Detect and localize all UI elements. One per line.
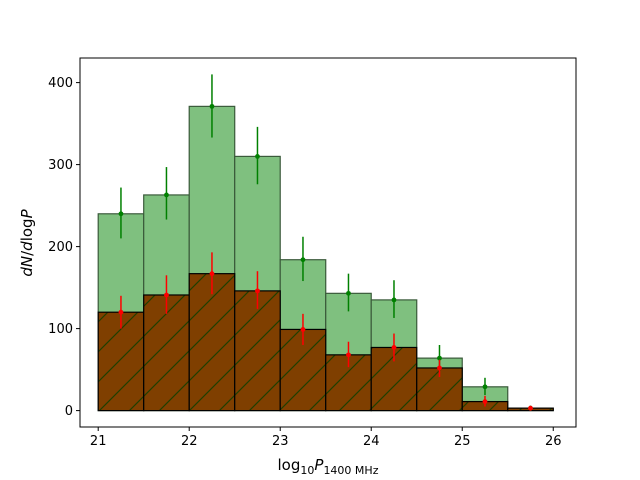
subset-point	[164, 292, 169, 298]
total-point	[482, 384, 488, 390]
x-tick-label: 21	[90, 434, 107, 449]
y-axis-label-log: log	[18, 218, 36, 241]
y-axis-label-var: P	[18, 208, 36, 218]
subset-point	[528, 405, 533, 411]
total-point	[437, 355, 442, 361]
x-tick-label: 24	[363, 434, 380, 449]
subset-bar	[188, 273, 236, 412]
total-point	[391, 297, 397, 303]
total-point	[255, 154, 260, 159]
subset-bar	[143, 294, 190, 412]
x-axis-label-sub1: 10	[300, 464, 314, 477]
subset-point	[118, 309, 124, 315]
y-axis-ticks: 0 100 200 300 400	[48, 76, 80, 419]
x-axis-label-var: P	[314, 456, 324, 474]
x-axis-label-sub2: 1400 MHz	[323, 464, 378, 477]
y-axis-label-d: d	[18, 241, 36, 251]
subset-point	[482, 399, 488, 404]
plot-frame	[79, 57, 577, 428]
error-bars	[118, 74, 533, 411]
subset-bars	[97, 273, 554, 412]
subset-point	[255, 288, 260, 294]
total-point	[164, 192, 169, 198]
subset-point	[300, 327, 306, 332]
x-axis-label: log10P1400 MHz	[278, 456, 379, 477]
y-tick-label: 400	[48, 76, 73, 91]
x-tick-label: 25	[454, 434, 471, 449]
subset-point	[437, 365, 442, 371]
subset-point	[209, 271, 215, 277]
x-axis-label-base: log	[278, 456, 301, 474]
y-axis-label-slash: /	[18, 250, 36, 256]
x-axis-ticks: 21 22 23 24 25 26	[90, 427, 562, 449]
total-point	[300, 257, 306, 263]
subset-point	[391, 345, 397, 350]
x-tick-label: 26	[545, 434, 562, 449]
x-tick-label: 23	[272, 434, 289, 449]
x-tick-label: 22	[181, 434, 198, 449]
y-tick-label: 300	[48, 158, 73, 173]
y-tick-label: 0	[65, 404, 73, 419]
y-tick-label: 200	[48, 240, 73, 255]
y-tick-label: 100	[48, 322, 73, 337]
subset-point	[346, 352, 351, 358]
y-axis-label-dn: dN	[18, 256, 36, 277]
total-point	[118, 211, 124, 217]
total-point	[209, 103, 215, 109]
total-point	[346, 290, 351, 296]
y-axis-label: dN/dlogP	[18, 208, 36, 276]
